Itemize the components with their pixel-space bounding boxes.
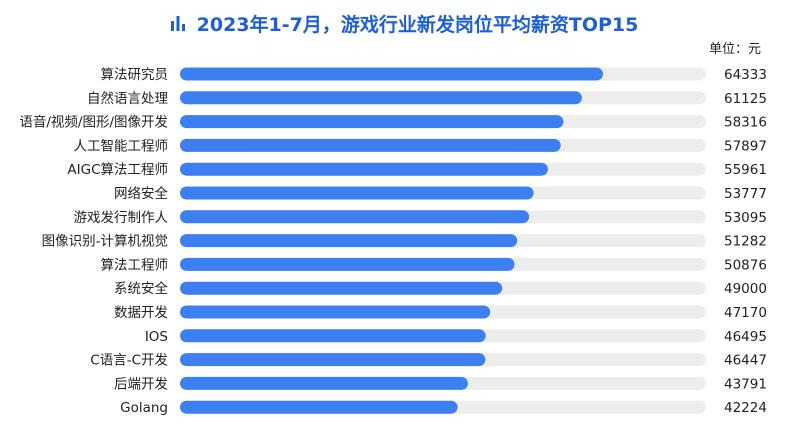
unit-label: 单位：元 xyxy=(708,42,761,57)
category-label: 自然语言处理 xyxy=(87,90,168,107)
category-label: 数据开发 xyxy=(114,305,168,321)
chart-title: 2023年1-7月，游戏行业新发岗位平均薪资TOP15 xyxy=(196,13,639,36)
bar xyxy=(180,353,486,367)
bar xyxy=(180,234,518,248)
bar xyxy=(180,115,564,129)
category-label: 系统安全 xyxy=(114,280,168,297)
bar xyxy=(180,329,486,343)
value-label: 55961 xyxy=(724,162,767,178)
category-label: 网络安全 xyxy=(114,185,168,202)
category-label: 后端开发 xyxy=(114,376,168,392)
category-label: 图像识别-计算机视觉 xyxy=(42,234,168,250)
value-label: 51282 xyxy=(724,234,767,250)
category-label: Golang xyxy=(120,400,168,416)
chart-title-row: 2023年1-7月，游戏行业新发岗位平均薪资TOP15 xyxy=(0,8,807,38)
bar xyxy=(180,138,561,152)
bar xyxy=(180,210,530,224)
category-label: 游戏发行制作人 xyxy=(74,210,169,226)
category-label: IOS xyxy=(145,329,168,345)
bar xyxy=(180,257,515,271)
value-label: 53777 xyxy=(724,186,767,202)
bar xyxy=(180,186,534,200)
category-label: 算法研究员 xyxy=(101,67,169,83)
bar xyxy=(180,91,582,105)
value-label: 58316 xyxy=(724,115,767,131)
value-label: 43791 xyxy=(724,376,767,392)
bar-chart-icon xyxy=(170,16,185,31)
value-label: 64333 xyxy=(724,67,767,83)
value-label: 49000 xyxy=(724,281,767,297)
value-label: 47170 xyxy=(724,305,767,321)
category-label: C语言-C开发 xyxy=(90,353,168,369)
value-label: 61125 xyxy=(724,91,767,107)
category-label: 人工智能工程师 xyxy=(74,138,169,154)
category-label: AIGC算法工程师 xyxy=(67,162,168,178)
category-label: 算法工程师 xyxy=(101,257,169,273)
value-label: 50876 xyxy=(724,257,767,273)
value-label: 42224 xyxy=(724,400,767,416)
bar xyxy=(180,400,458,414)
value-label: 46447 xyxy=(724,353,767,369)
value-label: 53095 xyxy=(724,210,767,226)
value-label: 46495 xyxy=(724,329,767,345)
bar xyxy=(180,281,503,295)
category-label: 语音/视频/图形/图像开发 xyxy=(19,114,168,131)
bar xyxy=(180,162,548,176)
bar xyxy=(180,67,603,81)
bar xyxy=(180,376,468,390)
bar xyxy=(180,305,491,319)
value-label: 57897 xyxy=(724,138,767,154)
